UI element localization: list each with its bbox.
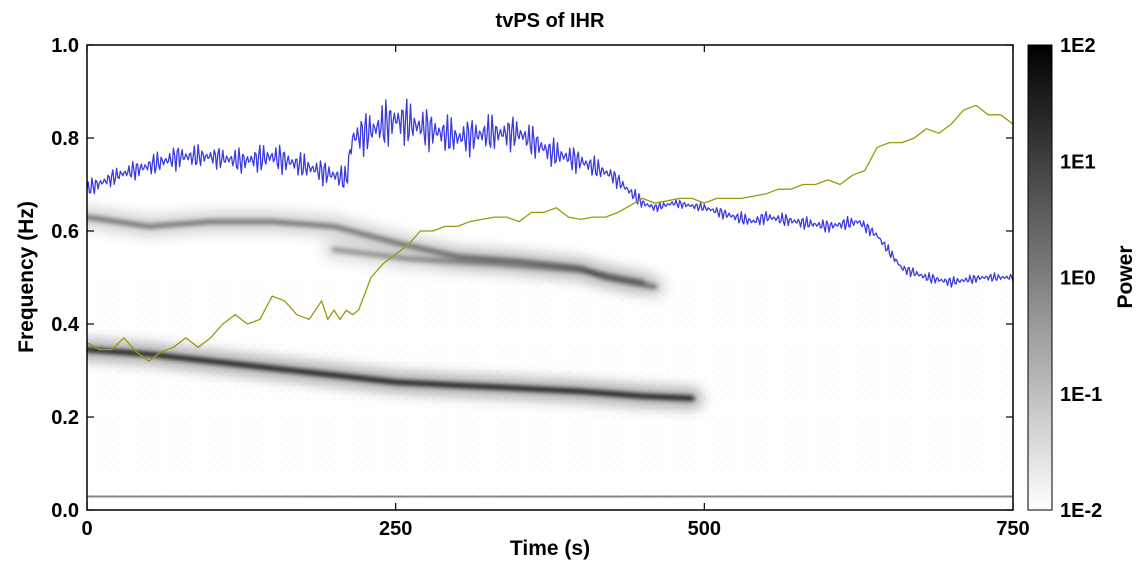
x-tick-label: 0 — [81, 518, 92, 540]
y-tick-label: 0.4 — [51, 314, 80, 336]
colorbar-ticks: 1E-2 1E-1 1E0 1E1 1E2 — [1060, 35, 1102, 522]
x-tick-label: 750 — [996, 518, 1029, 540]
y-tick-label: 1.0 — [51, 35, 79, 57]
series-line — [87, 104, 1013, 362]
colorbar-tick-label: 1E-1 — [1060, 384, 1102, 406]
colorbar-tick-label: 1E2 — [1060, 35, 1096, 57]
y-tick-label: 0.0 — [51, 500, 79, 522]
colorbar-gradient — [1027, 44, 1053, 511]
y-axis: 0.0 0.2 0.4 0.6 0.8 1.0 — [51, 35, 1013, 522]
ridge-band — [87, 493, 1013, 500]
colorbar-tick-label: 1E1 — [1060, 151, 1096, 173]
x-tick-label: 500 — [688, 518, 721, 540]
colorbar: 1E-2 1E-1 1E0 1E1 1E2 Power — [1027, 35, 1137, 522]
y-tick-label: 0.2 — [51, 407, 79, 429]
overlay-series — [87, 98, 1013, 362]
colorbar-tick-label: 1E0 — [1060, 268, 1096, 290]
series-line — [87, 98, 1013, 288]
ridge-band — [331, 247, 646, 285]
y-tick-label: 0.6 — [51, 221, 79, 243]
ridge-band — [87, 347, 695, 401]
heatmap-ridges — [87, 206, 1013, 508]
chart-title: tvPS of IHR — [496, 10, 605, 32]
y-axis-label: Frequency (Hz) — [15, 201, 38, 353]
colorbar-label: Power — [1114, 245, 1137, 308]
x-tick-label: 250 — [379, 518, 412, 540]
x-axis-label: Time (s) — [510, 537, 590, 560]
heatmap-area — [87, 45, 1013, 510]
y-tick-label: 0.8 — [51, 128, 79, 150]
x-axis: 0 250 500 750 — [81, 45, 1030, 540]
plot-frame — [86, 44, 1014, 511]
colorbar-tick-label: 1E-2 — [1060, 500, 1102, 522]
